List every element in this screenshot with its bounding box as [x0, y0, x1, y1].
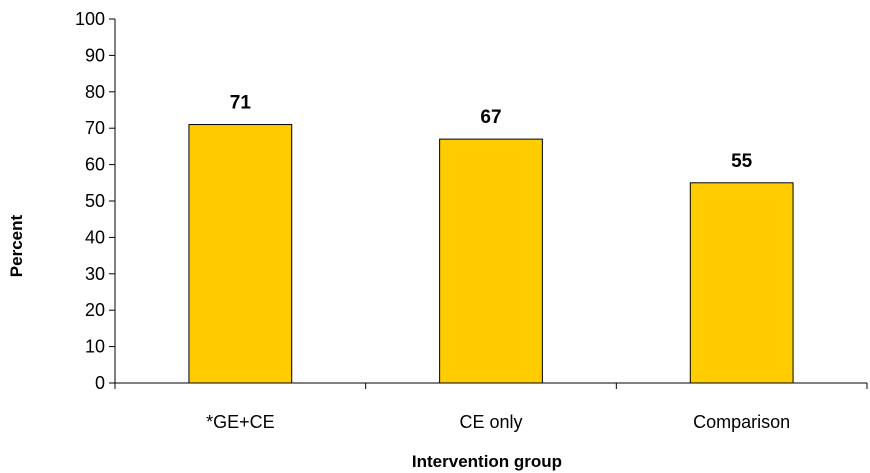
x-category-label: CE only [459, 412, 522, 432]
bar [188, 124, 293, 384]
y-tick-label: 40 [85, 227, 105, 247]
y-axis: 0 10 20 30 40 50 60 70 80 90 100 [75, 9, 116, 393]
x-category-label: Comparison [693, 412, 790, 432]
y-axis-title: Percent [7, 214, 26, 277]
y-tick-label: 80 [85, 82, 105, 102]
bar-value-label: 71 [230, 93, 252, 114]
y-tick-label: 10 [85, 337, 105, 357]
x-axis: *GE+CE CE only Comparison [114, 382, 868, 432]
y-tick-label: 60 [85, 155, 105, 175]
bar-value-label: 67 [480, 107, 501, 128]
bar-value-label: 55 [731, 151, 753, 172]
y-tick-label: 90 [85, 45, 105, 65]
y-tick-label: 0 [95, 373, 105, 393]
bar [689, 182, 794, 384]
y-tick-label: 100 [75, 9, 105, 29]
bars [188, 124, 794, 384]
y-tick-label: 50 [85, 191, 105, 211]
x-axis-title: Intervention group [412, 452, 562, 471]
bar [439, 138, 543, 384]
y-tick-label: 30 [85, 264, 105, 284]
y-tick-label: 20 [85, 300, 105, 320]
data-labels: 71 67 55 [230, 93, 753, 172]
x-category-label: *GE+CE [206, 412, 275, 432]
y-tick-label: 70 [85, 118, 105, 138]
